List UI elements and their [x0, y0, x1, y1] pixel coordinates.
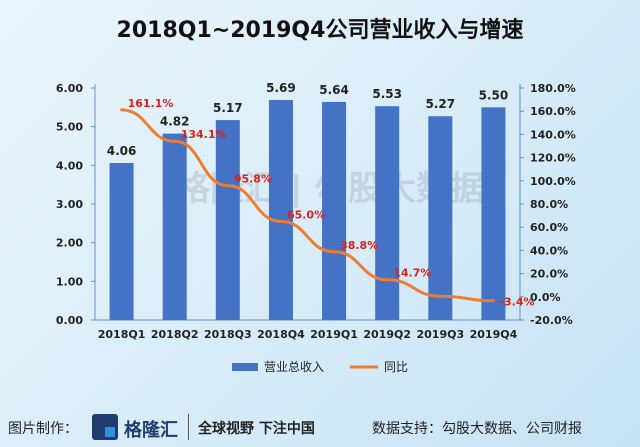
growth-value-label: -3.4%: [499, 296, 534, 309]
growth-value-label: 65.0%: [287, 208, 325, 221]
bar: [375, 106, 400, 320]
bar-value-label: 5.17: [213, 101, 243, 115]
x-tick-label: 2018Q2: [151, 328, 199, 341]
growth-value-label: 14.7%: [393, 267, 431, 280]
footer-source: 数据支持：勾股大数据、公司财报: [372, 421, 582, 437]
bar: [428, 116, 453, 320]
bar: [109, 163, 134, 320]
right-tick-label: 160.0%: [530, 105, 576, 118]
x-tick-label: 2018Q3: [204, 328, 252, 341]
growth-line: [120, 108, 495, 303]
bar-value-label: 4.82: [160, 115, 190, 129]
footer-divider: [188, 414, 189, 440]
bar: [268, 99, 293, 320]
bar-value-label: 4.06: [107, 144, 137, 158]
bar: [162, 133, 187, 320]
bar: [215, 120, 240, 321]
growth-value-label: 95.8%: [234, 173, 272, 186]
right-tick-label: 180.0%: [530, 82, 576, 95]
left-tick-label: 0.00: [56, 314, 83, 327]
chart: 格隆汇 | 勾股大数据0.001.002.003.004.005.006.00-…: [56, 81, 576, 374]
footer-slogan: 全球视野 下注中国: [198, 421, 315, 437]
x-tick-label: 2019Q3: [417, 328, 465, 341]
right-tick-label: 20.0%: [530, 268, 568, 281]
right-tick-label: 60.0%: [530, 221, 568, 234]
x-tick-label: 2019Q4: [470, 328, 518, 341]
footer: 图片制作： 格隆汇 全球视野 下注中国 数据支持：勾股大数据、公司财报: [0, 412, 640, 442]
bar: [481, 107, 506, 320]
chart-title: 2018Q1~2019Q4公司营业收入与增速: [116, 18, 524, 43]
right-tick-label: 80.0%: [530, 198, 568, 211]
bar: [322, 101, 347, 320]
left-tick-label: 6.00: [56, 82, 83, 95]
footer-made-by: 图片制作：: [8, 421, 78, 437]
x-tick-label: 2019Q1: [310, 328, 358, 341]
right-tick-label: 0.0%: [530, 291, 561, 304]
left-tick-label: 3.00: [56, 198, 83, 211]
growth-value-label: 161.1%: [128, 97, 174, 110]
left-tick-label: 2.00: [56, 237, 83, 250]
legend-line-label: 同比: [384, 360, 408, 374]
x-tick-label: 2018Q4: [257, 328, 305, 341]
x-tick-label: 2018Q1: [98, 328, 146, 341]
legend-bar-swatch: [232, 363, 258, 371]
right-tick-label: 40.0%: [530, 244, 568, 257]
brand-logo-icon: [92, 414, 118, 440]
bar-value-label: 5.64: [319, 83, 349, 97]
legend-bar-label: 营业总收入: [264, 360, 324, 374]
right-tick-label: 120.0%: [530, 152, 576, 165]
right-tick-label: 100.0%: [530, 175, 576, 188]
growth-value-label: 38.8%: [340, 239, 378, 252]
bar-value-label: 5.69: [266, 81, 296, 95]
left-tick-label: 5.00: [56, 121, 83, 134]
right-tick-label: -20.0%: [530, 314, 573, 327]
x-tick-label: 2019Q2: [363, 328, 411, 341]
bar-value-label: 5.50: [479, 88, 509, 102]
growth-value-label: 134.1%: [181, 128, 227, 141]
left-tick-label: 1.00: [56, 275, 83, 288]
footer-brand: 格隆汇: [124, 420, 178, 441]
left-tick-label: 4.00: [56, 159, 83, 172]
right-tick-label: 140.0%: [530, 128, 576, 141]
bar-value-label: 5.53: [372, 87, 402, 101]
bar-value-label: 5.27: [426, 97, 456, 111]
